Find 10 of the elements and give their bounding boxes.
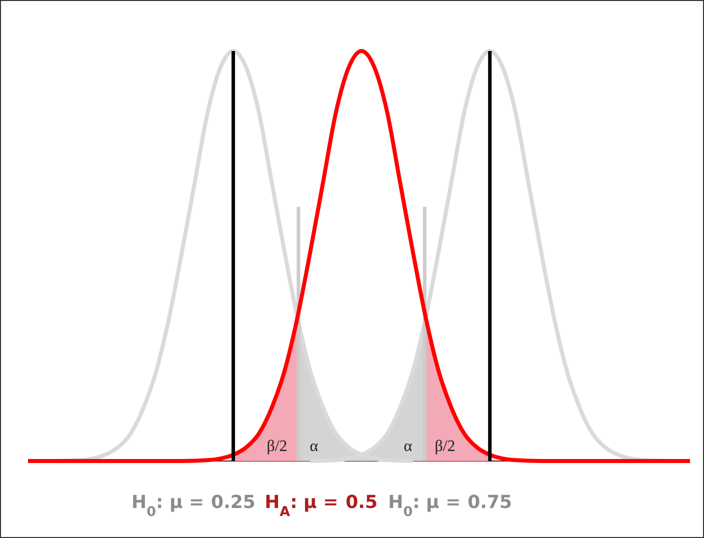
text: H$_{A}$: μ = <box>264 492 338 520</box>
annotation: α <box>310 438 319 455</box>
annotation: β/2 <box>266 438 288 455</box>
annotation: α <box>404 438 413 455</box>
text: H$_{0}$: μ = <box>132 492 204 520</box>
text: H$_{0}$: μ = <box>388 492 461 520</box>
annotation: β/2 <box>434 438 456 455</box>
x-tick-label: 0.25 <box>211 492 256 513</box>
x-tick-label: 0.75 <box>468 492 512 513</box>
x-tick-label: 0.5 <box>346 492 378 513</box>
